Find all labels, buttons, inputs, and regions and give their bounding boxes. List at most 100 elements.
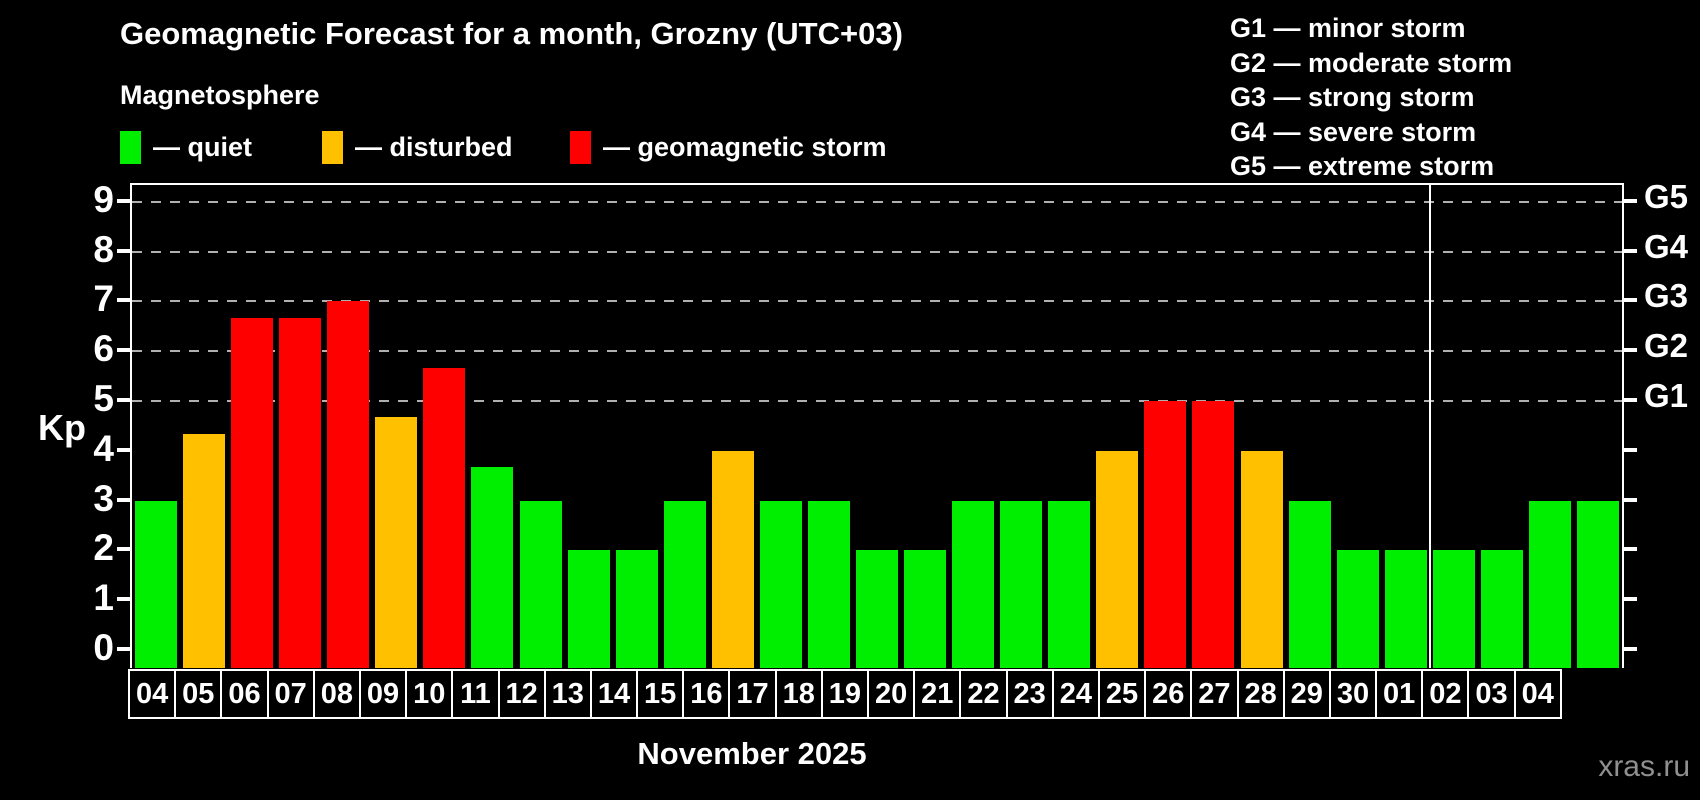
date-label: 14 <box>589 669 639 719</box>
kp-bar <box>327 301 370 668</box>
storm-scale-legend: G1 — minor storm G2 — moderate storm G3 … <box>1230 11 1512 184</box>
date-label: 19 <box>820 669 869 719</box>
legend-label-storm: — geomagnetic storm <box>603 131 887 162</box>
y-axis-tick-label: 2 <box>93 527 114 569</box>
y-axis-tick-left <box>117 647 130 651</box>
y-axis-tick-left <box>117 597 130 602</box>
kp-bar <box>567 550 610 668</box>
y-axis-tick-label: 7 <box>93 278 114 320</box>
kp-bar <box>1048 500 1091 668</box>
kp-bar <box>1336 550 1379 668</box>
date-label: 01 <box>1375 669 1424 719</box>
date-label: 05 <box>174 669 223 719</box>
storm-scale-line-g1: G1 — minor storm <box>1230 13 1466 43</box>
y-axis-tick-label: 1 <box>93 577 114 619</box>
kp-bar <box>663 500 706 668</box>
date-label: 20 <box>867 669 916 719</box>
y-axis-tick-left <box>117 447 130 452</box>
month-separator-line <box>1428 185 1431 668</box>
chart-title: Geomagnetic Forecast for a month, Grozny… <box>120 16 903 51</box>
y-axis-tick-right <box>1624 298 1637 303</box>
y-axis-tick-label: 4 <box>93 427 114 469</box>
date-label: 25 <box>1097 669 1147 719</box>
date-label: 12 <box>497 669 546 719</box>
date-label: 16 <box>682 669 731 719</box>
date-label: 18 <box>774 669 823 719</box>
y-axis-tick-right <box>1624 248 1637 253</box>
y-axis-tick-label: 8 <box>93 228 114 270</box>
date-label: 02 <box>1421 669 1470 719</box>
y-axis-tick-right <box>1624 597 1637 602</box>
date-label: 17 <box>728 669 777 719</box>
y-axis-tick-right <box>1624 497 1637 502</box>
kp-bar <box>519 500 562 668</box>
gridline-kp-9 <box>132 200 1622 203</box>
legend-item-disturbed: — disturbed <box>322 130 513 164</box>
date-label: 04 <box>1513 669 1562 719</box>
date-label: 21 <box>913 669 962 719</box>
date-label: 30 <box>1328 669 1378 719</box>
g-scale-label-g2: G2 <box>1644 327 1689 365</box>
disturbed-color-swatch <box>322 130 343 164</box>
magnetosphere-label: Magnetosphere <box>120 80 320 110</box>
month-label: November 2025 <box>637 736 867 771</box>
date-label: 13 <box>543 669 592 719</box>
kp-bar <box>231 317 274 668</box>
y-axis-tick-left <box>117 298 130 303</box>
y-axis-tick-right <box>1624 547 1637 552</box>
date-label: 29 <box>1282 669 1331 719</box>
date-label: 27 <box>1190 669 1239 719</box>
storm-scale-line-g3: G3 — strong storm <box>1230 82 1475 113</box>
date-label: 24 <box>1051 669 1100 719</box>
gridline-kp-8 <box>132 250 1622 253</box>
kp-axis-label: Kp <box>38 407 86 448</box>
date-axis: 04 05 06 07 08 09 10 11 12 13 14 15 16 17 18 19 20 21 22 23… <box>128 669 1562 719</box>
y-axis-tick-left <box>117 198 130 203</box>
date-label: 22 <box>959 669 1008 719</box>
kp-bar <box>952 500 995 668</box>
date-label: 26 <box>1144 669 1193 719</box>
kp-bar <box>423 367 466 668</box>
g-scale-label-g5: G5 <box>1644 177 1689 215</box>
storm-color-swatch <box>570 130 591 164</box>
date-label: 15 <box>636 669 685 719</box>
legend-label-quiet: — quiet <box>153 131 252 162</box>
kp-bar <box>615 550 658 668</box>
y-axis-tick-right <box>1624 398 1637 402</box>
y-axis-tick-left <box>117 348 130 353</box>
kp-bar <box>183 434 226 668</box>
kp-bar <box>1192 401 1235 668</box>
kp-bar <box>1432 550 1475 668</box>
date-label: 06 <box>220 669 269 719</box>
kp-bar <box>904 550 947 668</box>
quiet-color-swatch <box>120 130 141 164</box>
storm-scale-line-g5: G5 — extreme storm <box>1230 151 1495 182</box>
kp-bar <box>1096 450 1139 668</box>
storm-scale-line-g4: G4 — severe storm <box>1230 116 1477 147</box>
date-label: 08 <box>312 669 361 719</box>
y-axis-tick-right <box>1624 198 1637 203</box>
date-label: 10 <box>405 669 454 719</box>
y-axis-tick-right <box>1624 348 1637 353</box>
legend-item-quiet: — quiet <box>120 130 252 164</box>
legend-label-disturbed: — disturbed <box>355 131 513 162</box>
kp-bar <box>1144 401 1187 668</box>
kp-bar <box>1576 500 1619 668</box>
y-axis-tick-label: 3 <box>93 477 114 519</box>
date-label: 28 <box>1236 669 1285 719</box>
date-label: 23 <box>1005 669 1054 719</box>
y-axis-tick-left <box>117 398 130 402</box>
kp-bar <box>135 500 178 668</box>
date-label: 04 <box>128 669 177 719</box>
storm-scale-line-g2: G2 — moderate storm <box>1230 47 1513 78</box>
date-label: 03 <box>1467 669 1516 719</box>
y-axis-tick-label: 9 <box>93 178 114 220</box>
y-axis-tick-label: 0 <box>93 627 114 668</box>
kp-chart-plot-area <box>130 183 1624 668</box>
gridline-kp-6 <box>132 350 1622 353</box>
g-scale-label-g1: G1 <box>1644 377 1689 414</box>
kp-bar <box>759 500 802 668</box>
y-axis-tick-label: 6 <box>93 328 114 370</box>
kp-bar <box>1000 500 1043 668</box>
